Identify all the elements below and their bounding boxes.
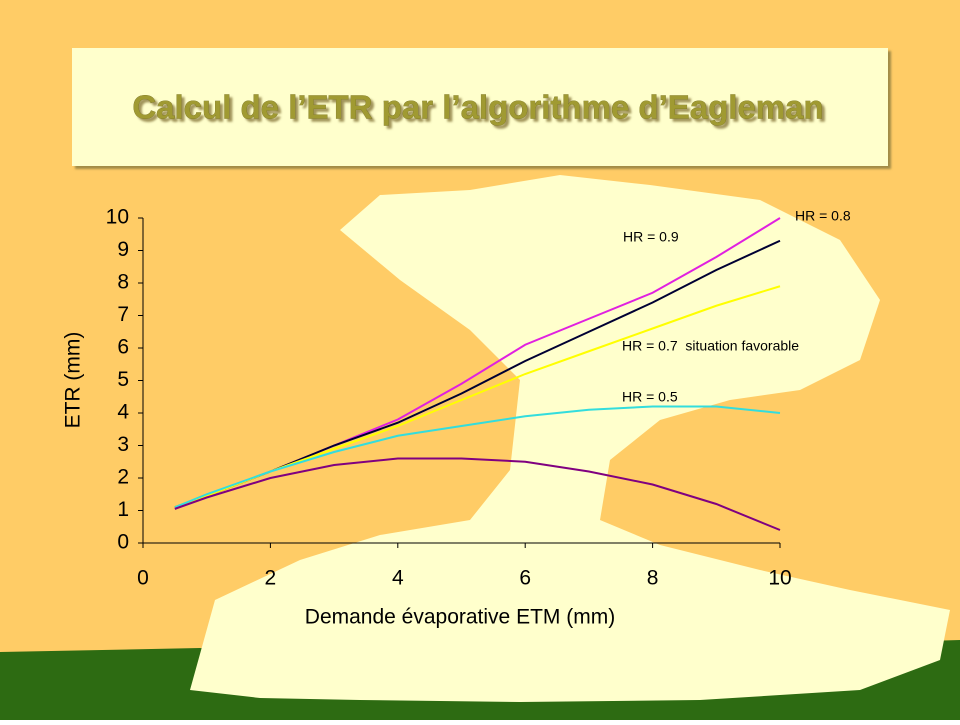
series-label: HR = 0.9 xyxy=(623,229,679,245)
series-line xyxy=(174,405,781,509)
y-axis-label: ETR (mm) xyxy=(62,332,85,429)
series-line xyxy=(174,457,781,531)
tree-silhouette xyxy=(190,175,950,702)
series-label: HR = 0.5 xyxy=(622,389,678,405)
y-tick-label: 2 xyxy=(117,466,129,489)
x-tick-label: 0 xyxy=(137,567,149,590)
x-axis-label: Demande évaporative ETM (mm) xyxy=(305,606,615,629)
x-tick-label: 10 xyxy=(768,567,791,590)
y-tick-label: 1 xyxy=(117,498,129,521)
series-label: HR = 0.8 xyxy=(795,208,851,224)
y-tick-label: 4 xyxy=(117,401,129,424)
title-box xyxy=(72,48,888,166)
x-tick-label: 6 xyxy=(519,567,531,590)
y-tick-label: 8 xyxy=(117,271,129,294)
x-tick-label: 4 xyxy=(392,567,404,590)
y-tick-label: 9 xyxy=(117,238,129,261)
y-tick-label: 7 xyxy=(117,303,129,326)
y-tick-label: 3 xyxy=(117,433,129,456)
chart-title: Calcul de l’ETR par l’algorithme d’Eagle… xyxy=(132,89,823,126)
y-tick-label: 10 xyxy=(106,206,129,229)
x-tick-label: 8 xyxy=(647,567,659,590)
x-tick-label: 2 xyxy=(265,567,277,590)
y-tick-label: 0 xyxy=(117,531,129,554)
y-tick-label: 6 xyxy=(117,336,129,359)
y-tick-label: 5 xyxy=(117,368,129,391)
series-label: HR = 0.7 situation favorable xyxy=(622,338,799,354)
